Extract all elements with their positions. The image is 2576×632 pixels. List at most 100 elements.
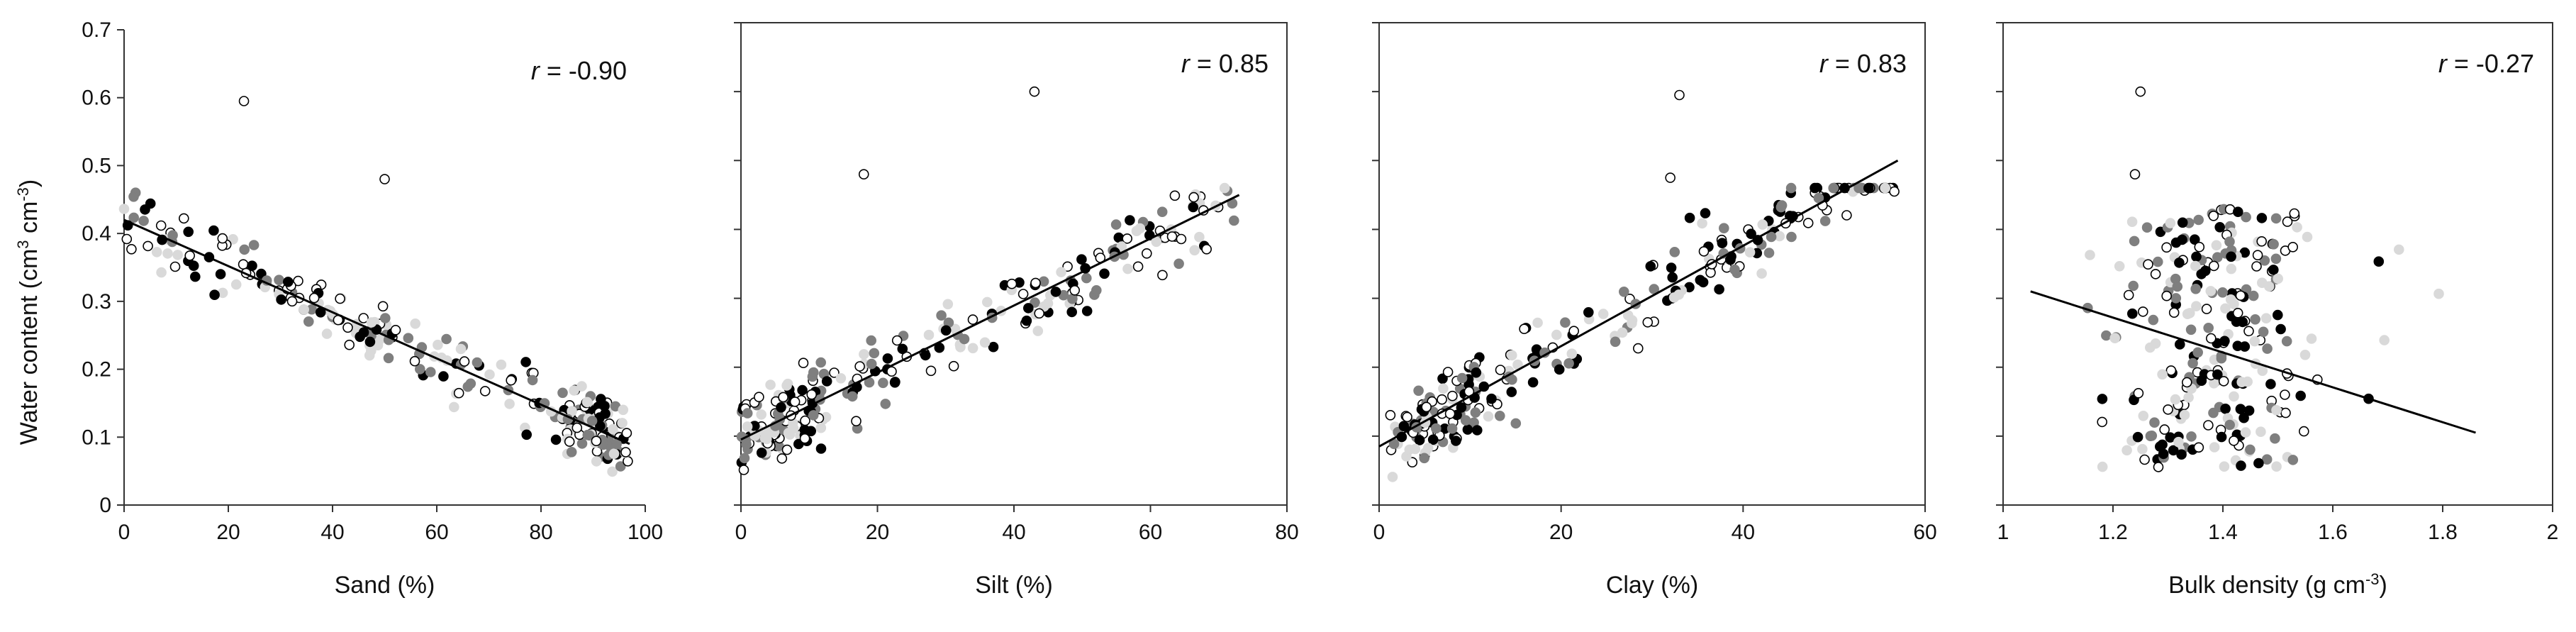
x-tick-label: 0 bbox=[735, 521, 747, 544]
outlier-point bbox=[238, 96, 250, 106]
y-axis-title-sup2: -3 bbox=[14, 187, 32, 201]
data-point bbox=[2121, 445, 2132, 456]
data-point bbox=[1421, 401, 1432, 413]
data-point bbox=[151, 247, 162, 257]
data-point bbox=[2282, 216, 2293, 227]
data-point bbox=[2295, 390, 2306, 401]
data-point bbox=[2229, 436, 2239, 446]
data-point bbox=[923, 329, 935, 340]
data-point bbox=[1069, 284, 1080, 296]
data-point bbox=[2249, 336, 2260, 347]
data-point bbox=[2187, 357, 2198, 369]
data-point bbox=[2259, 255, 2270, 266]
data-point bbox=[925, 365, 937, 377]
data-point bbox=[2148, 314, 2159, 326]
data-point bbox=[286, 296, 298, 307]
data-point bbox=[967, 343, 978, 354]
data-point bbox=[2261, 454, 2273, 465]
data-point bbox=[410, 318, 421, 329]
data-point bbox=[239, 244, 250, 255]
data-point bbox=[1472, 425, 1483, 436]
data-point bbox=[600, 408, 610, 419]
data-point bbox=[2271, 404, 2282, 416]
data-point bbox=[1766, 231, 1777, 243]
data-point bbox=[2216, 431, 2227, 443]
data-point bbox=[1495, 365, 1506, 375]
data-point bbox=[2129, 235, 2140, 247]
x-tick-label: 60 bbox=[425, 521, 448, 544]
data-point bbox=[1729, 264, 1740, 275]
data-point bbox=[1510, 418, 1522, 429]
data-point bbox=[1763, 248, 1775, 258]
outlier-point bbox=[2129, 169, 2141, 180]
data-point bbox=[1470, 407, 1481, 418]
data-point bbox=[591, 456, 602, 467]
y-tick-label: 0.3 bbox=[82, 290, 111, 314]
data-point bbox=[1619, 286, 1629, 297]
x-tick-label: 0 bbox=[1373, 521, 1385, 544]
data-point bbox=[121, 233, 133, 245]
data-point bbox=[1219, 182, 1230, 194]
data-point bbox=[282, 277, 294, 287]
data-point bbox=[1776, 200, 1788, 211]
data-point bbox=[128, 191, 139, 202]
data-point bbox=[2201, 304, 2212, 314]
data-point bbox=[2220, 403, 2231, 414]
data-point bbox=[1610, 336, 1621, 348]
data-point bbox=[2270, 213, 2282, 224]
data-point bbox=[2185, 324, 2197, 336]
data-point bbox=[959, 333, 970, 345]
x-tick-label: 20 bbox=[1549, 521, 1573, 544]
data-point bbox=[1398, 421, 1410, 432]
data-point bbox=[1633, 343, 1644, 354]
data-point bbox=[2236, 377, 2247, 388]
data-point bbox=[162, 248, 173, 259]
data-point bbox=[1056, 267, 1066, 277]
data-point bbox=[2268, 265, 2279, 275]
data-point bbox=[377, 301, 389, 312]
panel-bulk: 1 1.2 1.4 1.6 1.8 2 Bulk density (g cm-3) r = -… bbox=[1996, 22, 2559, 599]
data-point bbox=[256, 268, 267, 279]
data-point bbox=[433, 339, 443, 350]
data-point bbox=[815, 443, 827, 454]
data-point bbox=[1030, 277, 1041, 289]
data-point bbox=[620, 447, 631, 458]
data-point bbox=[762, 433, 772, 445]
data-point bbox=[582, 429, 593, 440]
data-point bbox=[2281, 336, 2292, 347]
data-point bbox=[2137, 443, 2148, 455]
data-point bbox=[1551, 329, 1562, 340]
data-point bbox=[1714, 284, 1724, 295]
data-point bbox=[557, 387, 568, 399]
scatter-points bbox=[736, 86, 1239, 475]
data-point bbox=[1889, 186, 1900, 197]
data-point bbox=[1201, 243, 1212, 255]
y-tick-label: 0 bbox=[99, 494, 111, 517]
data-point bbox=[1583, 306, 1594, 318]
data-point bbox=[1645, 261, 1656, 272]
data-point bbox=[835, 372, 847, 384]
data-point bbox=[1695, 275, 1706, 286]
correlation-label: r = 0.85 bbox=[1181, 49, 1269, 78]
data-point bbox=[2289, 208, 2300, 219]
data-point bbox=[1566, 348, 1578, 360]
y-tick-label: 0.6 bbox=[82, 87, 111, 110]
data-point bbox=[2233, 206, 2243, 218]
plot-frame bbox=[2002, 22, 2553, 506]
data-point bbox=[2138, 410, 2149, 421]
x-tick-label: 60 bbox=[1139, 521, 1162, 544]
data-point bbox=[1507, 350, 1517, 361]
data-point bbox=[550, 434, 562, 445]
data-point bbox=[1076, 254, 1087, 265]
data-point bbox=[2157, 439, 2168, 450]
x-tick-label: 2 bbox=[2547, 521, 2559, 544]
data-point bbox=[128, 212, 139, 223]
x-axis-title: Silt (%) bbox=[975, 572, 1053, 599]
data-point bbox=[617, 418, 628, 428]
data-point bbox=[1519, 323, 1529, 335]
data-point bbox=[1460, 415, 1471, 426]
data-point bbox=[851, 416, 862, 427]
data-point bbox=[2190, 260, 2201, 272]
data-point bbox=[479, 386, 491, 397]
x-tick-label: 1.4 bbox=[2208, 521, 2238, 544]
